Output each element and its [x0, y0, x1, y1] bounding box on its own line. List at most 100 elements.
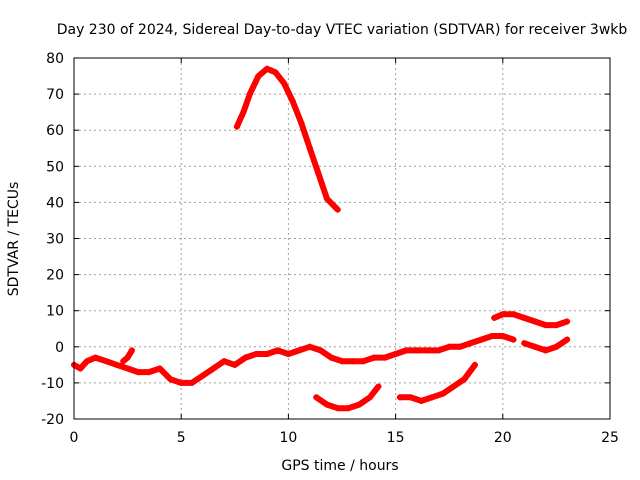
data-point	[231, 361, 238, 368]
data-point	[510, 336, 517, 343]
data-point	[499, 311, 506, 318]
y-tick-label: 0	[55, 340, 64, 356]
data-point	[188, 379, 195, 386]
data-point	[240, 109, 247, 116]
data-point	[328, 354, 335, 361]
data-point	[289, 98, 296, 105]
data-point	[156, 365, 163, 372]
data-point	[334, 405, 341, 412]
data-point	[403, 347, 410, 354]
data-point	[317, 347, 324, 354]
x-tick-label: 25	[601, 430, 619, 446]
data-point	[199, 372, 206, 379]
data-point	[345, 405, 352, 412]
data-point	[371, 354, 378, 361]
data-point	[471, 361, 478, 368]
data-point	[439, 390, 446, 397]
data-point	[542, 347, 549, 354]
grid-layer	[74, 58, 610, 419]
data-point	[306, 145, 313, 152]
data-point	[120, 358, 127, 365]
y-tick-label: 70	[46, 87, 64, 103]
data-point	[339, 358, 345, 365]
data-point	[435, 347, 442, 354]
x-tick-label: 10	[279, 430, 297, 446]
data-point	[285, 351, 292, 358]
data-point	[360, 358, 367, 365]
data-point	[253, 351, 260, 358]
data-point	[564, 336, 571, 343]
data-point	[456, 343, 463, 350]
y-tick-label: 30	[46, 232, 64, 248]
data-point	[542, 322, 549, 329]
data-point	[246, 91, 253, 98]
data-point	[113, 361, 120, 368]
y-axis-label: SDTVAR / TECUs	[6, 182, 22, 297]
data-point	[233, 123, 240, 130]
data-point	[306, 343, 313, 350]
data-point	[255, 73, 262, 80]
y-tick-label: 40	[46, 195, 64, 211]
y-tick-label: 10	[46, 304, 64, 320]
data-point	[334, 206, 341, 213]
data-point	[272, 69, 279, 76]
data-point	[242, 354, 249, 361]
data-point	[146, 369, 153, 376]
data-point	[414, 347, 421, 354]
data-point	[521, 314, 528, 321]
data-point	[296, 347, 303, 354]
y-tick-label: -20	[41, 412, 64, 428]
data-point	[366, 394, 373, 401]
y-tick-label: 80	[46, 51, 64, 67]
data-point	[418, 397, 425, 404]
data-point	[424, 347, 431, 354]
data-point	[461, 376, 468, 383]
data-point	[263, 351, 270, 358]
data-point	[323, 401, 330, 408]
data-point	[83, 358, 90, 365]
data-point	[407, 394, 414, 401]
data-point	[135, 369, 142, 376]
x-tick-label: 5	[177, 430, 186, 446]
data-point	[128, 347, 135, 354]
data-point	[103, 358, 110, 365]
data-point	[491, 314, 498, 321]
data-point	[349, 358, 356, 365]
data-point	[396, 394, 403, 401]
data-point	[521, 340, 528, 347]
data-point	[553, 322, 560, 329]
data-point	[323, 195, 330, 202]
data-point	[77, 365, 84, 372]
data-point	[429, 394, 436, 401]
data-point	[381, 354, 388, 361]
x-tick-label: 15	[387, 430, 405, 446]
data-point	[531, 318, 538, 325]
data-point	[178, 379, 185, 386]
data-point	[467, 340, 474, 347]
x-tick-label: 0	[70, 430, 79, 446]
data-point	[531, 343, 538, 350]
data-point	[274, 347, 281, 354]
data-point	[510, 311, 517, 318]
data-point	[315, 170, 322, 177]
data-point	[124, 354, 131, 361]
x-axis-label: GPS time / hours	[281, 458, 398, 474]
y-tick-label: 20	[46, 268, 64, 284]
data-point	[221, 358, 228, 365]
chart-title: Day 230 of 2024, Sidereal Day-to-day VTE…	[57, 22, 628, 38]
data-point	[210, 365, 217, 372]
data-point	[124, 365, 131, 372]
data-point	[167, 376, 174, 383]
data-point	[392, 351, 399, 358]
data-point	[489, 332, 496, 339]
y-tick-label: 50	[46, 159, 64, 175]
data-point	[313, 394, 320, 401]
data-point	[446, 343, 453, 350]
data-point	[499, 332, 506, 339]
data-point	[356, 401, 363, 408]
series-main-track	[71, 333, 517, 386]
y-tick-label: 60	[46, 123, 64, 139]
data-point	[450, 383, 457, 390]
data-point	[298, 119, 305, 126]
